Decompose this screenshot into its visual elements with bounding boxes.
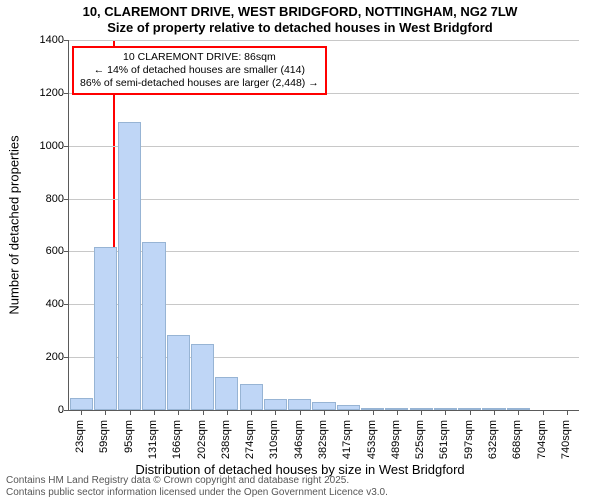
y-tick-mark [64,93,69,94]
x-tick-label: 561sqm [438,420,450,470]
x-tick-label: 346sqm [293,420,305,470]
x-tick-label: 274sqm [244,420,256,470]
footer-line2: Contains public sector information licen… [6,487,388,498]
y-gridline [69,40,579,41]
x-tick-mark [81,410,82,415]
x-tick-label: 202sqm [196,420,208,470]
x-tick-label: 597sqm [463,420,475,470]
annotation-box: 10 CLAREMONT DRIVE: 86sqm ← 14% of detac… [72,46,327,95]
y-tick-label: 0 [24,404,64,416]
x-tick-label: 525sqm [414,420,426,470]
histogram-bar [288,399,311,410]
x-tick-mark [348,410,349,415]
x-tick-mark [421,410,422,415]
x-tick-mark [445,410,446,415]
x-tick-label: 632sqm [487,420,499,470]
x-tick-label: 417sqm [341,420,353,470]
histogram-bar [240,384,263,410]
y-tick-label: 200 [24,351,64,363]
plot-area [68,40,579,411]
x-tick-mark [397,410,398,415]
y-gridline [69,146,579,147]
x-tick-label: 131sqm [147,420,159,470]
x-tick-mark [227,410,228,415]
x-tick-label: 489sqm [390,420,402,470]
x-tick-label: 166sqm [171,420,183,470]
y-gridline [69,199,579,200]
y-tick-label: 1400 [24,34,64,46]
histogram-bar [118,122,141,410]
y-tick-label: 800 [24,193,64,205]
histogram-bar [142,242,165,410]
y-tick-mark [64,40,69,41]
y-tick-mark [64,146,69,147]
y-tick-mark [64,199,69,200]
x-tick-label: 704sqm [536,420,548,470]
y-tick-mark [64,304,69,305]
histogram-bar [70,398,93,410]
x-tick-mark [203,410,204,415]
x-tick-mark [178,410,179,415]
x-tick-mark [324,410,325,415]
y-tick-label: 600 [24,245,64,257]
x-tick-mark [543,410,544,415]
x-tick-mark [373,410,374,415]
x-tick-label: 310sqm [268,420,280,470]
histogram-bar [215,377,238,410]
x-tick-mark [567,410,568,415]
x-tick-mark [251,410,252,415]
x-tick-mark [470,410,471,415]
y-tick-mark [64,410,69,411]
chart-title-line2: Size of property relative to detached ho… [0,20,600,35]
annotation-line3: 86% of semi-detached houses are larger (… [80,77,319,90]
x-tick-mark [154,410,155,415]
histogram-bar [191,344,214,410]
x-tick-mark [300,410,301,415]
histogram-bar [167,335,190,410]
y-tick-mark [64,357,69,358]
annotation-line1: 10 CLAREMONT DRIVE: 86sqm [80,51,319,64]
annotation-line2: ← 14% of detached houses are smaller (41… [80,64,319,77]
y-tick-label: 1000 [24,140,64,152]
histogram-bar [94,247,117,410]
x-tick-mark [518,410,519,415]
histogram-bar [264,399,287,410]
x-tick-mark [275,410,276,415]
y-axis-label: Number of detached properties [7,135,22,314]
x-tick-label: 668sqm [511,420,523,470]
histogram-bar [312,402,335,410]
y-tick-mark [64,251,69,252]
x-tick-label: 238sqm [220,420,232,470]
x-tick-label: 95sqm [123,420,135,470]
chart-title-line1: 10, CLAREMONT DRIVE, WEST BRIDGFORD, NOT… [0,4,600,19]
x-tick-mark [494,410,495,415]
chart-container: 10, CLAREMONT DRIVE, WEST BRIDGFORD, NOT… [0,0,600,500]
x-tick-label: 23sqm [74,420,86,470]
x-tick-label: 382sqm [317,420,329,470]
y-tick-label: 400 [24,298,64,310]
x-tick-mark [130,410,131,415]
x-tick-label: 453sqm [366,420,378,470]
x-tick-label: 59sqm [98,420,110,470]
y-tick-label: 1200 [24,87,64,99]
x-tick-label: 740sqm [560,420,572,470]
footer-line1: Contains HM Land Registry data © Crown c… [6,475,349,486]
x-tick-mark [105,410,106,415]
